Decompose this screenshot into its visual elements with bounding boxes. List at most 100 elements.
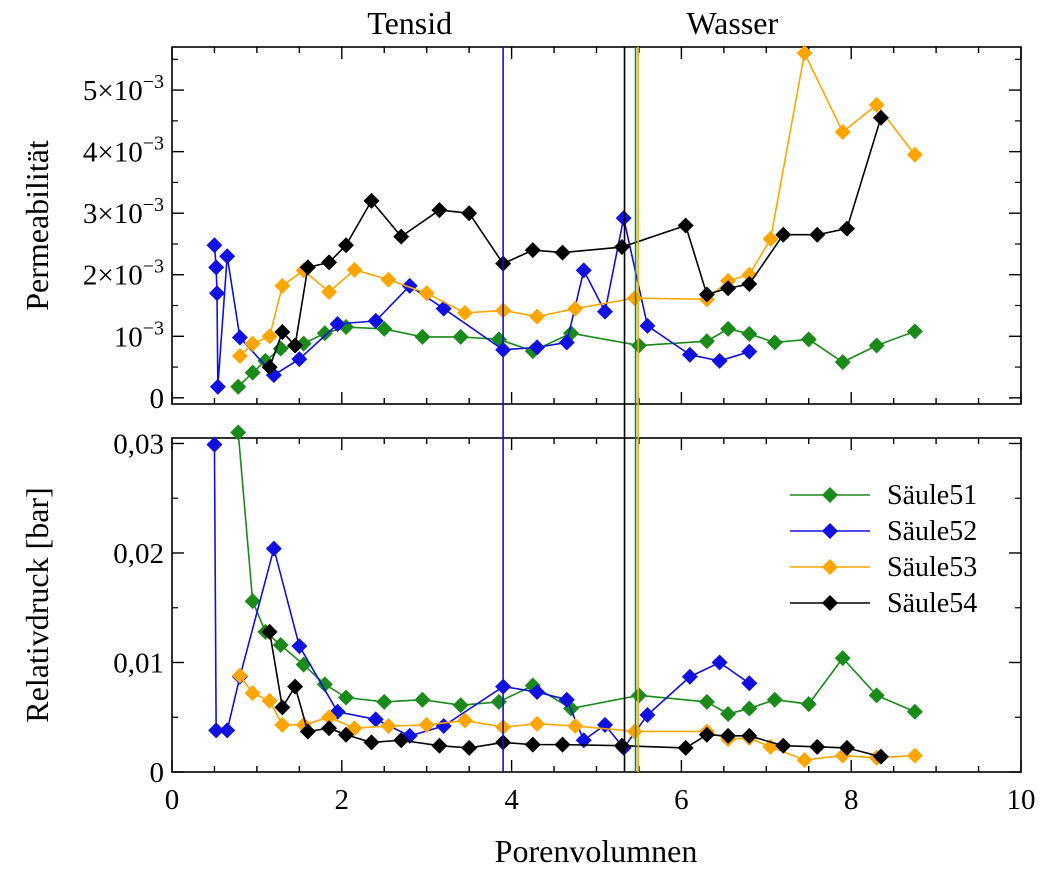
data-point [868,96,885,113]
data-point [720,320,737,337]
data-point [613,737,630,754]
data-point [363,192,380,209]
data-point [338,726,355,743]
legend-entry: Säule52 [790,516,977,547]
data-point [720,705,737,722]
data-point [554,736,571,753]
data-point [380,271,397,288]
data-point [906,747,923,764]
data-point [219,248,236,265]
data-point [872,748,889,765]
series-sule54 [261,623,889,765]
data-point [529,684,546,701]
data-point [231,329,248,346]
data-point [741,343,758,360]
data-point [261,359,278,376]
data-point [796,45,813,62]
data-point [711,352,728,369]
data-point [554,244,571,261]
series-sule53 [231,667,923,768]
data-point [401,277,418,294]
series-sule54 [261,109,889,376]
data-point [418,285,435,302]
data-point [524,736,541,753]
series-sule51 [230,424,923,722]
data-point [741,700,758,717]
legend-entry: Säule51 [790,480,977,511]
data-point [321,709,338,726]
data-point [558,691,575,708]
data-point [231,347,248,364]
legend-marker [822,595,838,611]
data-point [681,346,698,363]
x-tick-label: 8 [844,784,859,816]
legend-marker [822,559,838,575]
phase-label: Tensid [367,5,452,41]
x-tick-label: 6 [674,784,689,816]
data-point [796,751,813,768]
legend-label: Säule54 [887,588,977,619]
data-point [775,226,792,243]
phase-labels: Tensid Wasser [367,5,778,41]
data-point [376,320,393,337]
y-tick-label: 3×10−3 [83,194,164,230]
data-point [529,308,546,325]
phase-label: Wasser [687,5,779,41]
y-tick-label: 10−3 [114,317,164,353]
data-point [558,334,575,351]
data-point [720,727,737,744]
data-point [456,304,473,321]
legend-entry: Säule53 [790,552,977,583]
permeability-panel: 0 10−3 2×10−3 3×10−3 4×10−3 5×10−3 Permeabilit… [19,45,1022,415]
data-point [230,424,247,441]
data-point [630,337,647,354]
data-point [711,654,728,671]
data-point [316,676,333,693]
data-point [834,650,851,667]
data-point [639,707,656,724]
y-tick-label: 5×10−3 [83,71,164,107]
data-point [367,312,384,329]
data-point [299,259,316,276]
phase-boundary-lines [502,47,639,772]
data-point [575,262,592,279]
legend-entry: Säule54 [790,588,977,619]
data-point [244,364,261,381]
y-tick-label: 0,02 [113,538,164,570]
data-point [524,242,541,259]
data-point [329,315,346,332]
pressure-y-axis-label: Relativdruck [bar] [19,487,55,722]
data-point [809,738,826,755]
data-point [230,378,247,395]
x-tick-label: 0 [165,784,180,816]
y-tick-label: 0,01 [113,647,164,679]
y-tick-label: 0 [150,757,165,789]
data-point [244,335,261,352]
data-point [291,638,308,655]
data-point [800,331,817,348]
data-point [529,715,546,732]
data-point [219,722,236,739]
data-point [299,723,316,740]
data-point [338,237,355,254]
data-point [567,718,584,735]
data-point [775,737,792,754]
data-point [741,275,758,292]
data-point [321,254,338,271]
x-tick-label: 10 [1007,784,1036,816]
data-point [346,261,363,278]
data-point [720,280,737,297]
legend-label: Säule53 [887,552,977,583]
data-point [244,685,261,702]
y-tick-label: 0,03 [113,428,164,460]
data-point [287,337,304,354]
legend: Säule51 Säule52 Säule53 Säule54 [790,480,977,619]
series-line [268,631,882,758]
data-point [698,286,715,303]
data-point [321,283,338,300]
legend-marker [822,487,838,503]
data-point [363,734,380,751]
data-point [800,696,817,713]
pressure-panel: 0 0,01 0,02 0,03 Relativdruck [bar] 0 2 4 6 8 10 [19,424,1036,816]
